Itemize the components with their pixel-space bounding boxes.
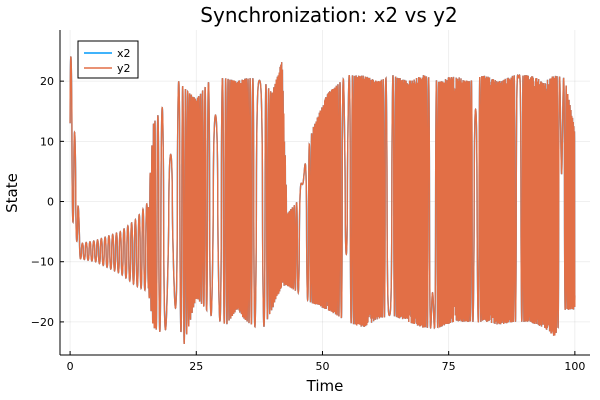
x-tick-label: 100	[564, 360, 585, 373]
x-tick-label: 75	[442, 360, 456, 373]
x-tick-label: 0	[67, 360, 74, 373]
x-tick-label: 25	[189, 360, 203, 373]
legend-label-x2: x2	[117, 47, 131, 60]
y-tick-label: 20	[40, 75, 54, 88]
x-axis-label: Time	[306, 377, 344, 395]
y-tick-label: −10	[31, 256, 54, 269]
legend: x2 y2	[78, 41, 138, 78]
chart-title: Synchronization: x2 vs y2	[200, 3, 457, 27]
y-tick-label: −20	[31, 316, 54, 329]
y-axis-label: State	[3, 173, 21, 213]
y-tick-label: 10	[40, 135, 54, 148]
x-tick-label: 50	[315, 360, 329, 373]
legend-label-y2: y2	[117, 62, 131, 75]
y-tick-label: 0	[47, 196, 54, 209]
